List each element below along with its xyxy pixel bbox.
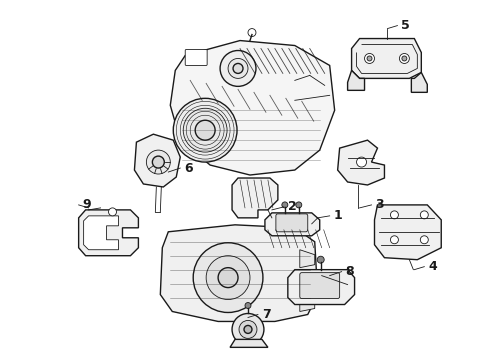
Polygon shape xyxy=(352,39,421,78)
Text: 1: 1 xyxy=(334,210,343,222)
Circle shape xyxy=(402,56,407,61)
Polygon shape xyxy=(300,293,315,311)
Circle shape xyxy=(233,63,243,73)
Polygon shape xyxy=(347,71,365,90)
Text: 9: 9 xyxy=(83,198,91,211)
FancyBboxPatch shape xyxy=(185,50,207,66)
Text: 5: 5 xyxy=(401,19,410,32)
Polygon shape xyxy=(300,250,315,268)
Polygon shape xyxy=(300,272,315,289)
Circle shape xyxy=(193,243,263,312)
Polygon shape xyxy=(84,216,119,250)
Polygon shape xyxy=(265,213,319,236)
Circle shape xyxy=(147,150,171,174)
Circle shape xyxy=(239,320,257,338)
Circle shape xyxy=(296,202,302,208)
Text: 8: 8 xyxy=(345,265,354,278)
Text: 4: 4 xyxy=(428,260,437,273)
Circle shape xyxy=(420,236,428,244)
Circle shape xyxy=(152,156,164,168)
Polygon shape xyxy=(160,225,318,321)
Circle shape xyxy=(367,56,372,61)
Circle shape xyxy=(420,211,428,219)
Circle shape xyxy=(317,256,324,263)
FancyBboxPatch shape xyxy=(300,273,340,298)
Circle shape xyxy=(232,314,264,345)
Polygon shape xyxy=(78,210,138,256)
Circle shape xyxy=(228,58,248,78)
Circle shape xyxy=(365,54,374,63)
Circle shape xyxy=(391,211,398,219)
Text: 6: 6 xyxy=(184,162,193,175)
Circle shape xyxy=(220,50,256,86)
Polygon shape xyxy=(412,72,427,92)
Text: 7: 7 xyxy=(262,308,270,321)
Circle shape xyxy=(357,157,367,167)
Circle shape xyxy=(391,236,398,244)
Circle shape xyxy=(195,120,215,140)
Circle shape xyxy=(245,302,251,309)
Polygon shape xyxy=(134,134,180,187)
Text: 3: 3 xyxy=(375,198,384,211)
Circle shape xyxy=(282,202,288,208)
Circle shape xyxy=(108,208,117,216)
Circle shape xyxy=(183,108,227,152)
Polygon shape xyxy=(288,270,355,305)
Circle shape xyxy=(173,98,237,162)
Polygon shape xyxy=(232,178,278,218)
Circle shape xyxy=(399,54,409,63)
Polygon shape xyxy=(171,41,335,175)
FancyBboxPatch shape xyxy=(276,214,308,232)
Circle shape xyxy=(244,325,252,333)
Polygon shape xyxy=(230,339,268,347)
Text: 2: 2 xyxy=(288,201,296,213)
Polygon shape xyxy=(338,140,385,185)
Polygon shape xyxy=(374,205,441,260)
Circle shape xyxy=(206,256,250,300)
Circle shape xyxy=(218,268,238,288)
Circle shape xyxy=(248,28,256,37)
